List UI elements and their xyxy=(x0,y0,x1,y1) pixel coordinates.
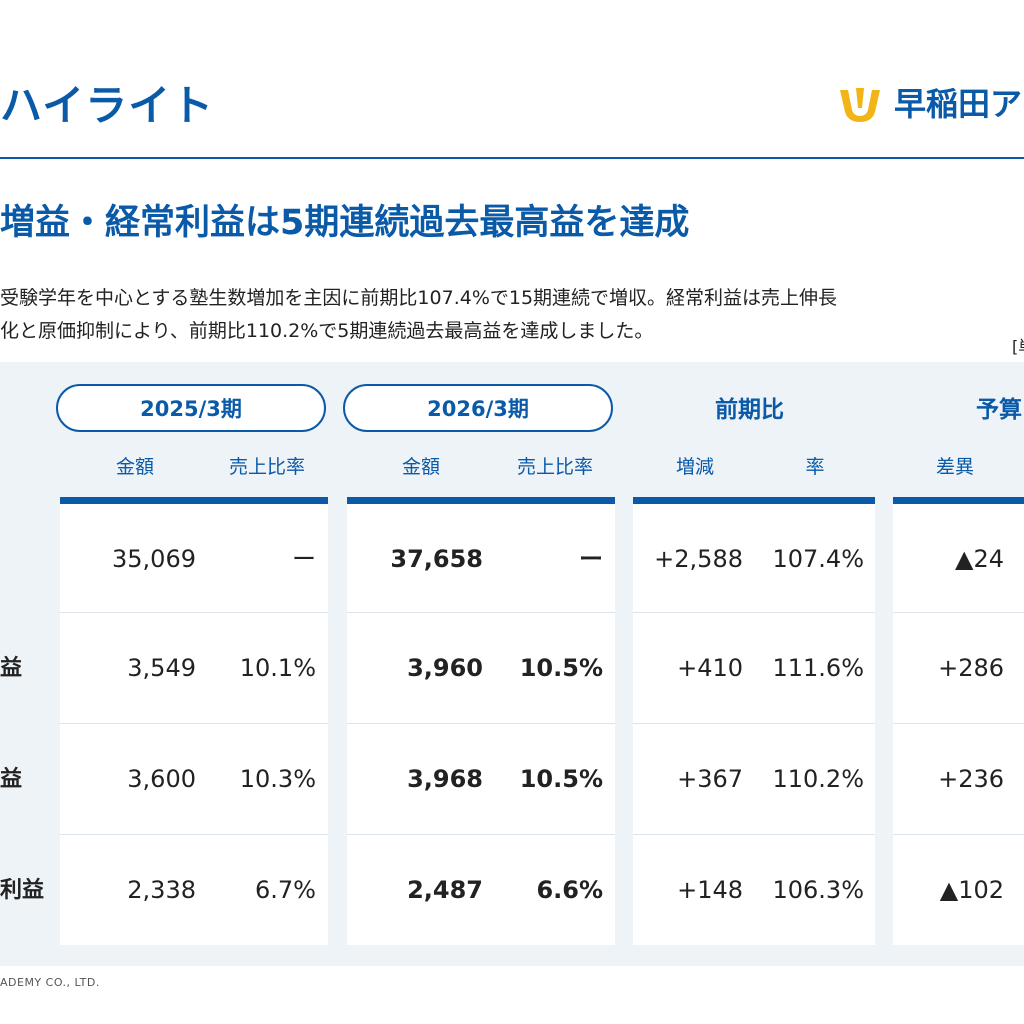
cell-rate: 106.3% xyxy=(772,876,864,904)
company-logo: 早稲田ア xyxy=(836,82,1022,126)
cell-change: +410 xyxy=(677,654,743,682)
row-divider xyxy=(893,834,1024,835)
row-divider xyxy=(347,723,615,724)
cell-rate: 111.6% xyxy=(772,654,864,682)
row-divider xyxy=(347,612,615,613)
row-label: 益 xyxy=(0,767,23,792)
subheader-ratio-curr: 売上比率 xyxy=(516,456,593,478)
headline: 増益・経常利益は5期連続過去最高益を達成 xyxy=(0,203,690,243)
cell-curr-ratio: 10.5% xyxy=(519,654,603,682)
cell-prev-amount: 3,549 xyxy=(127,654,196,682)
row-divider xyxy=(60,723,328,724)
period-prev-pill: 2025/3期 xyxy=(56,384,326,432)
cell-diff: +236 xyxy=(938,765,1004,793)
cell-curr-amount: 3,960 xyxy=(407,654,483,682)
cell-change: +2,588 xyxy=(654,545,743,573)
description: 受験学年を中心とする塾生数増加を主因に前期比107.4%で15期連続で増収。経常… xyxy=(0,282,837,348)
row-divider xyxy=(633,834,875,835)
header-divider xyxy=(0,157,1024,159)
subheader-amount-curr: 金額 xyxy=(401,456,440,478)
logo-mark-icon xyxy=(840,88,880,122)
subheader-amount-prev: 金額 xyxy=(115,456,154,478)
cell-prev-amount: 35,069 xyxy=(112,545,196,573)
cell-prev-ratio: ー xyxy=(292,545,316,573)
cell-curr-amount: 3,968 xyxy=(407,765,483,793)
cell-rate: 110.2% xyxy=(772,765,864,793)
row-divider xyxy=(633,612,875,613)
column-block-yoy xyxy=(633,497,875,945)
cell-curr-ratio: ー xyxy=(579,545,603,573)
cell-prev-ratio: 6.7% xyxy=(255,876,316,904)
cell-prev-amount: 2,338 xyxy=(127,876,196,904)
description-line: 受験学年を中心とする塾生数増加を主因に前期比107.4%で15期連続で増収。経常… xyxy=(0,287,838,309)
yoy-group-label: 前期比 xyxy=(715,397,784,423)
row-divider xyxy=(347,834,615,835)
unit-note: [単 xyxy=(1012,337,1024,356)
column-block-prev xyxy=(60,497,328,945)
cell-curr-ratio: 6.6% xyxy=(536,876,603,904)
row-divider xyxy=(633,723,875,724)
subheader-diff: 差異 xyxy=(935,456,974,478)
page-title: ハイライト xyxy=(0,81,215,130)
budget-group-label: 予算 xyxy=(976,397,1022,423)
cell-curr-amount: 37,658 xyxy=(390,545,483,573)
row-divider xyxy=(60,834,328,835)
cell-curr-amount: 2,487 xyxy=(407,876,483,904)
row-divider xyxy=(893,723,1024,724)
footer-copyright: ADEMY CO., LTD. xyxy=(0,976,100,989)
subheader-rate: 率 xyxy=(805,456,825,478)
row-divider xyxy=(60,612,328,613)
description-line: 化と原価抑制により、前期比110.2%で5期連続過去最高益を達成しました。 xyxy=(0,320,654,342)
subheader-change: 増減 xyxy=(675,456,714,478)
subheader-ratio-prev: 売上比率 xyxy=(228,456,305,478)
period-curr-pill: 2026/3期 xyxy=(343,384,613,432)
row-label: 利益 xyxy=(0,878,45,903)
logo-text: 早稲田ア xyxy=(894,85,1023,123)
column-block-budget xyxy=(893,497,1024,945)
row-divider xyxy=(893,612,1024,613)
row-label: 益 xyxy=(0,656,23,681)
cell-prev-ratio: 10.3% xyxy=(239,765,316,793)
cell-change: +148 xyxy=(677,876,743,904)
cell-change: +367 xyxy=(677,765,743,793)
cell-diff: ▲24 xyxy=(955,545,1004,573)
cell-curr-ratio: 10.5% xyxy=(519,765,603,793)
cell-diff: ▲102 xyxy=(939,876,1004,904)
cell-prev-amount: 3,600 xyxy=(127,765,196,793)
cell-rate: 107.4% xyxy=(772,545,864,573)
cell-diff: +286 xyxy=(938,654,1004,682)
cell-prev-ratio: 10.1% xyxy=(239,654,316,682)
column-block-curr xyxy=(347,497,615,945)
